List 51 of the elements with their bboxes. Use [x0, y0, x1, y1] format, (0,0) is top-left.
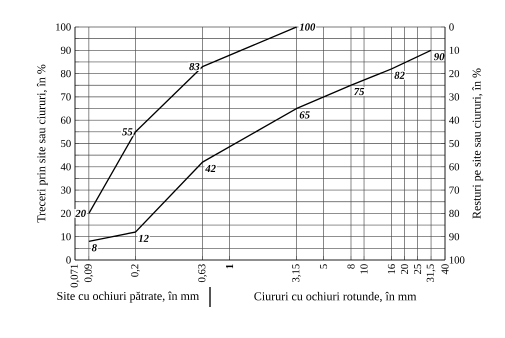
- y2-tick-label: 90: [449, 233, 460, 240]
- y2-axis-title: Resturi pe site sau ciururi, în %: [472, 68, 484, 219]
- data-label: 65: [300, 111, 310, 119]
- data-label: 90: [434, 53, 444, 60]
- x-tick-label: 0,09: [84, 264, 94, 282]
- x-tick-label: 40: [441, 264, 449, 274]
- data-label: 75: [354, 88, 364, 96]
- y2-tick-label: 0: [449, 23, 454, 31]
- data-label: 82: [394, 72, 405, 79]
- y2-tick-label: 60: [449, 163, 460, 170]
- y2-tick-label: 40: [449, 116, 460, 124]
- x-tick-label: 1: [226, 264, 234, 268]
- x-tick-label: 16: [388, 264, 396, 274]
- text: Ciururi cu ochiuri rotunde, în mm: [254, 292, 416, 302]
- data-label: 12: [138, 234, 149, 242]
- x-tick-label: 20: [400, 264, 408, 274]
- y-tick-label: 0: [66, 256, 71, 264]
- y2-tick-label: 70: [450, 186, 460, 194]
- y-tick-label: 90: [60, 46, 71, 54]
- y-tick-label: 70: [61, 93, 71, 100]
- data-label: 42: [205, 164, 216, 172]
- x-tick-label: 10: [360, 264, 368, 274]
- y-tick-label: 100: [56, 23, 71, 31]
- y-tick-label: 30: [61, 186, 71, 194]
- data-label: 20: [75, 210, 86, 217]
- x-tick-label: 8: [347, 264, 355, 269]
- x-tick-label: 0,63: [198, 264, 207, 282]
- data-label: 55: [122, 128, 132, 136]
- y2-tick-label: 10: [450, 46, 460, 54]
- y2-tick-label: 30: [449, 93, 460, 100]
- x-tick-label: 0,071: [70, 264, 80, 288]
- y-tick-label: 40: [60, 163, 71, 170]
- y-tick-label: 10: [61, 233, 71, 240]
- y-tick-label: 60: [60, 116, 71, 124]
- y2-tick-label: 100: [450, 256, 464, 264]
- x-tick-label: 3,15: [292, 264, 301, 282]
- x-axis-title: Site cu ochiuri pătrate, în mm: [57, 292, 200, 302]
- y-tick-label: 80: [60, 70, 71, 78]
- y-axis-title: Treceri prin site sau ciururi, în %: [36, 64, 48, 223]
- y2-tick-label: 20: [449, 70, 460, 78]
- data-label: 83: [189, 63, 200, 70]
- y-tick-label: 20: [60, 210, 71, 217]
- data-label: 100: [300, 23, 316, 31]
- y2-tick-label: 80: [449, 210, 460, 217]
- x-tick-label: 31,5: [426, 264, 436, 282]
- data-label: 8: [92, 244, 97, 252]
- y-tick-label: 50: [61, 140, 71, 148]
- y2-tick-label: 50: [449, 140, 460, 148]
- x-tick-label: 25: [414, 264, 422, 274]
- x-tick-label: 0,2: [131, 264, 140, 277]
- x-tick-label: 5: [320, 264, 328, 269]
